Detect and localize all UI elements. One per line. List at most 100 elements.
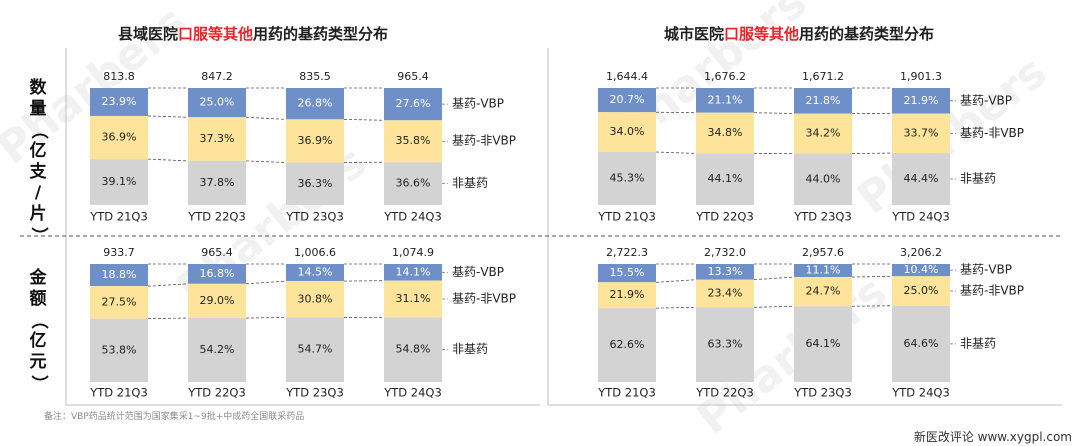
row-label-char: 金 (29, 268, 47, 288)
data-label: 18.8% (102, 268, 137, 281)
data-label: 16.8% (200, 267, 235, 280)
total-label: 1,074.9 (392, 246, 434, 259)
bar-segment (598, 264, 656, 283)
bar-segment (794, 277, 852, 307)
bar-segment (384, 162, 442, 205)
data-label: 44.1% (708, 172, 743, 185)
data-label: 45.3% (610, 171, 645, 184)
category-label: YTD 22Q3 (187, 386, 246, 400)
category-label: YTD 24Q3 (891, 386, 950, 400)
connector-line (147, 283, 189, 287)
data-label: 36.6% (396, 177, 431, 190)
category-label: YTD 23Q3 (285, 386, 344, 400)
bar-segment (794, 88, 852, 114)
data-label: 62.6% (610, 338, 645, 351)
data-label: 31.1% (396, 292, 431, 305)
legend-label: 基药-VBP (960, 263, 1012, 277)
legend-label: 非基药 (960, 336, 996, 350)
connector-line (245, 280, 287, 285)
bar-segment (286, 281, 344, 318)
bar-segment (188, 318, 246, 382)
connector-line (245, 160, 287, 163)
data-label: 13.3% (708, 265, 743, 278)
total-label: 965.4 (397, 70, 429, 83)
row-label-char: 亿 (29, 331, 47, 351)
bar-segment (598, 308, 656, 382)
bar-segment (188, 283, 246, 319)
legend-label: 非基药 (452, 342, 488, 356)
data-label: 11.1% (806, 264, 841, 277)
row-label-char: 亿 (29, 141, 47, 161)
bar-segment (90, 264, 148, 287)
data-label: 35.8% (396, 134, 431, 147)
connector-line (245, 317, 287, 319)
data-label: 26.8% (298, 97, 333, 110)
data-label: 34.8% (708, 126, 743, 139)
category-label: YTD 22Q3 (695, 210, 754, 224)
connector-line (655, 306, 697, 309)
data-label: 30.8% (298, 292, 333, 305)
bar-segment (90, 115, 148, 160)
bar-segment (286, 317, 344, 382)
bar-segment (384, 280, 442, 318)
bar-segment (696, 88, 754, 113)
data-label: 27.5% (102, 295, 137, 308)
total-label: 1,676.2 (704, 70, 746, 83)
category-label: YTD 21Q3 (89, 386, 148, 400)
bar-segment (794, 264, 852, 278)
row-label-char: 额 (29, 289, 47, 309)
data-label: 36.9% (102, 131, 137, 144)
bar-segment (598, 282, 656, 309)
bar-segment (696, 264, 754, 280)
bar-segment (188, 160, 246, 206)
connector-line (343, 118, 385, 121)
total-label: 933.7 (103, 246, 135, 259)
data-label: 64.6% (904, 337, 939, 350)
right-title-post: 用药的基药类型分布 (799, 25, 935, 43)
bar-segment (286, 162, 344, 205)
bar-segment (90, 88, 148, 116)
bar-segment (696, 153, 754, 205)
bar-segment (90, 286, 148, 319)
right-title-pre: 城市医院 (664, 25, 725, 43)
category-label: YTD 23Q3 (285, 210, 344, 224)
bar-segment (90, 159, 148, 205)
total-label: 1,901.3 (900, 70, 942, 83)
data-label: 14.5% (298, 266, 333, 279)
total-label: 847.2 (201, 70, 233, 83)
bar-segment (188, 264, 246, 284)
bar-segment (90, 318, 148, 383)
connector-line (753, 276, 795, 281)
bar-segment (794, 306, 852, 382)
row-label-char: 数 (29, 78, 47, 98)
total-label: 2,722.3 (606, 246, 648, 259)
data-label: 23.9% (102, 95, 137, 108)
legend-label: 基药-非VBP (960, 284, 1024, 298)
bar-segment (892, 88, 950, 114)
data-label: 21.9% (904, 94, 939, 107)
data-label: 63.3% (708, 338, 743, 351)
category-label: YTD 22Q3 (695, 386, 754, 400)
legend-label: 基药-VBP (452, 97, 504, 111)
category-label: YTD 24Q3 (383, 386, 442, 400)
connector-line (753, 305, 795, 308)
data-label: 23.4% (708, 287, 743, 300)
legend-label: 基药-VBP (452, 265, 504, 279)
bar-segment (188, 88, 246, 118)
connector-line (753, 112, 795, 114)
data-label: 20.7% (610, 93, 645, 106)
row-label-char: 支 (29, 162, 47, 182)
left-title-highlight: 口服等其他 (178, 25, 254, 43)
data-label: 34.0% (610, 125, 645, 138)
data-label: 33.7% (904, 126, 939, 139)
amount-row-label: 金额（亿元） (27, 268, 49, 394)
footnote: 备注：VBP药品统计范围为国家集采1~9批+中成药全国联采药品 (44, 412, 305, 422)
connector-line (245, 116, 287, 120)
category-label: YTD 23Q3 (793, 386, 852, 400)
legend-label: 基药-非VBP (452, 134, 516, 148)
site-watermark: 新医改评论 www.xygpl.com (913, 430, 1072, 444)
volume-row-label: 数量（亿支 / 片） (27, 78, 49, 246)
bar-segment (286, 264, 344, 282)
data-label: 53.8% (102, 343, 137, 356)
